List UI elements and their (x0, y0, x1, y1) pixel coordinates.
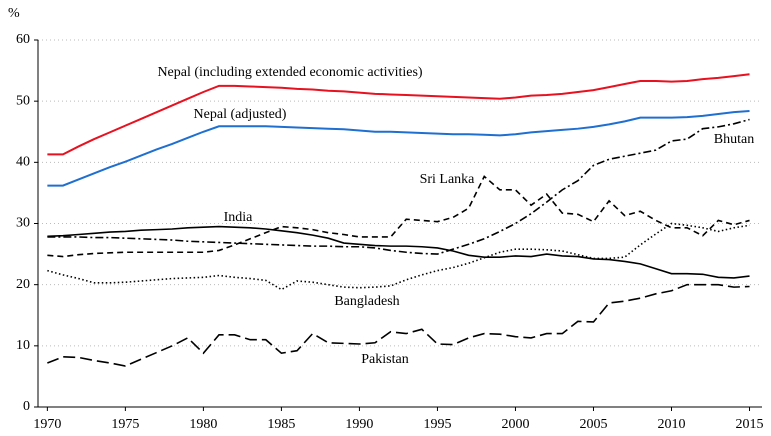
series-label: Bangladesh (334, 294, 399, 309)
y-tick-label: 30 (16, 216, 30, 231)
series-line (47, 118, 750, 255)
x-tick-label: 1990 (345, 417, 373, 432)
series-line (47, 283, 750, 367)
series-label: Bhutan (714, 132, 754, 147)
series-label: Sri Lanka (420, 172, 476, 187)
series-label: Nepal (adjusted) (194, 107, 287, 122)
x-tick-label: 1995 (423, 417, 451, 432)
series-label: Pakistan (361, 352, 408, 367)
y-axis-label: % (8, 6, 20, 21)
x-tick-label: 1985 (267, 417, 295, 432)
x-tick-label: 1980 (189, 417, 217, 432)
y-tick-label: 0 (23, 399, 30, 414)
x-tick-label: 2005 (579, 417, 607, 432)
y-tick-label: 50 (16, 93, 30, 108)
y-tick-label: 60 (16, 32, 30, 47)
series-label: India (224, 210, 254, 225)
y-tick-label: 40 (16, 155, 30, 170)
y-tick-label: 20 (16, 277, 30, 292)
series-line (47, 225, 750, 279)
x-tick-label: 1975 (111, 417, 139, 432)
series-line (47, 175, 750, 258)
x-tick-label: 2010 (658, 417, 686, 432)
x-tick-label: 2000 (501, 417, 529, 432)
x-tick-label: 2015 (736, 417, 764, 432)
series-label: Nepal (including extended economic activ… (157, 65, 422, 80)
series-line (47, 222, 750, 291)
y-tick-label: 10 (16, 338, 30, 353)
x-tick-label: 1970 (33, 417, 61, 432)
series-line (47, 73, 750, 156)
series-line (47, 109, 750, 187)
